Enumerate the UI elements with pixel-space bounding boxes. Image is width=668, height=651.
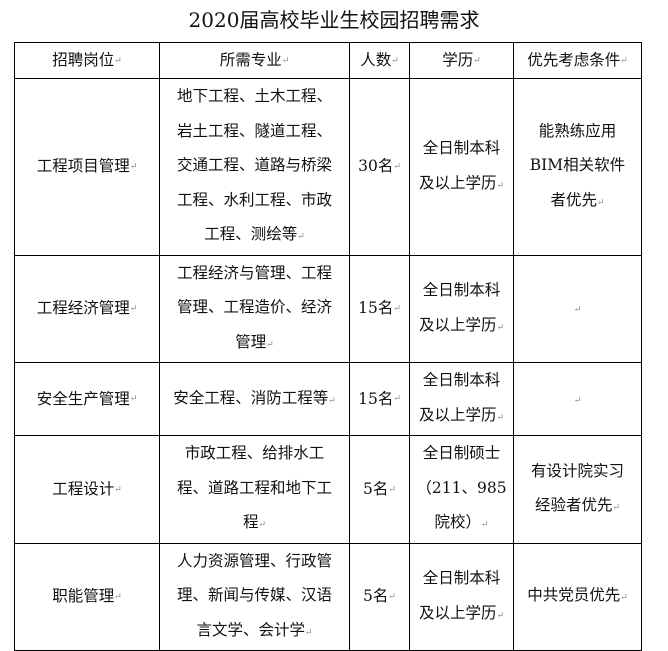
document-title: 2020届高校毕业生校园招聘需求 bbox=[188, 8, 480, 32]
count-cell: 5名 bbox=[349, 435, 410, 544]
majors-cell: 安全工程、消防工程等 bbox=[159, 362, 350, 437]
majors-cell: 工程经济与管理、工程 管理、工程造价、经济 管理 bbox=[159, 254, 350, 364]
preference-cell bbox=[513, 362, 642, 437]
position-cell: 安全生产管理 bbox=[14, 362, 160, 437]
education-cell: 全日制本科 及以上学历 bbox=[409, 254, 514, 364]
count-cell: 15名 bbox=[349, 362, 410, 437]
table-row: 职能管理人力资源管理、行政管理、新闻与传媒、汉语言文学、会计学5名全日制本科及以… bbox=[14, 542, 642, 651]
position-cell: 工程经济管理 bbox=[14, 254, 160, 364]
majors-cell: 市政工程、给排水工 程、道路工程和地下工程 bbox=[159, 435, 350, 544]
majors-cell: 地下工程、土木工程、 岩土工程、隧道工程、 交通工程、道路与桥梁 工程、水利工程、市政… bbox=[159, 78, 350, 256]
table-row: 工程经济管理工程经济与管理、工程管理、工程造价、经济管理15名全日制本科及以上学… bbox=[14, 254, 642, 364]
position-cell: 职能管理 bbox=[14, 542, 160, 651]
table-header-row: 招聘岗位 所需专业 人数 学历 优先考虑条件 bbox=[14, 41, 642, 80]
table-row: 工程设计市政工程、给排水工程、道路工程和地下工程5名全日制硕士（211、985院… bbox=[14, 435, 642, 544]
table-row: 安全生产管理安全工程、消防工程等15名全日制本科及以上学历 bbox=[14, 362, 642, 437]
education-cell: 全日制本科 及以上学历 bbox=[409, 78, 514, 256]
preference-cell bbox=[513, 254, 642, 364]
header-cell: 招聘岗位 bbox=[14, 41, 160, 80]
position-cell: 工程项目管理 bbox=[14, 78, 160, 256]
position-cell: 工程设计 bbox=[14, 435, 160, 544]
preference-cell: 中共党员优先 bbox=[513, 542, 642, 651]
recruitment-table: 招聘岗位 所需专业 人数 学历 优先考虑条件 工程项目管理地下工程、土木工程、岩… bbox=[14, 41, 642, 651]
count-cell: 30名 bbox=[349, 78, 410, 256]
table-row: 工程项目管理地下工程、土木工程、岩土工程、隧道工程、交通工程、道路与桥梁工程、水… bbox=[14, 78, 642, 256]
header-cell: 人数 bbox=[349, 41, 410, 80]
count-cell: 15名 bbox=[349, 254, 410, 364]
count-cell: 5名 bbox=[349, 542, 410, 651]
header-cell: 所需专业 bbox=[159, 41, 350, 80]
majors-cell: 人力资源管理、行政管 理、新闻与传媒、汉语 言文学、会计学 bbox=[159, 542, 350, 651]
education-cell: 全日制本科 及以上学历 bbox=[409, 362, 514, 437]
header-cell: 学历 bbox=[409, 41, 514, 80]
education-cell: 全日制本科 及以上学历 bbox=[409, 542, 514, 651]
preference-cell: 有设计院实习 经验者优先 bbox=[513, 435, 642, 544]
preference-cell: 能熟练应用 BIM相关软件 者优先 bbox=[513, 78, 642, 256]
header-cell: 优先考虑条件 bbox=[513, 41, 642, 80]
education-cell: 全日制硕士 （211、985 院校） bbox=[409, 435, 514, 544]
